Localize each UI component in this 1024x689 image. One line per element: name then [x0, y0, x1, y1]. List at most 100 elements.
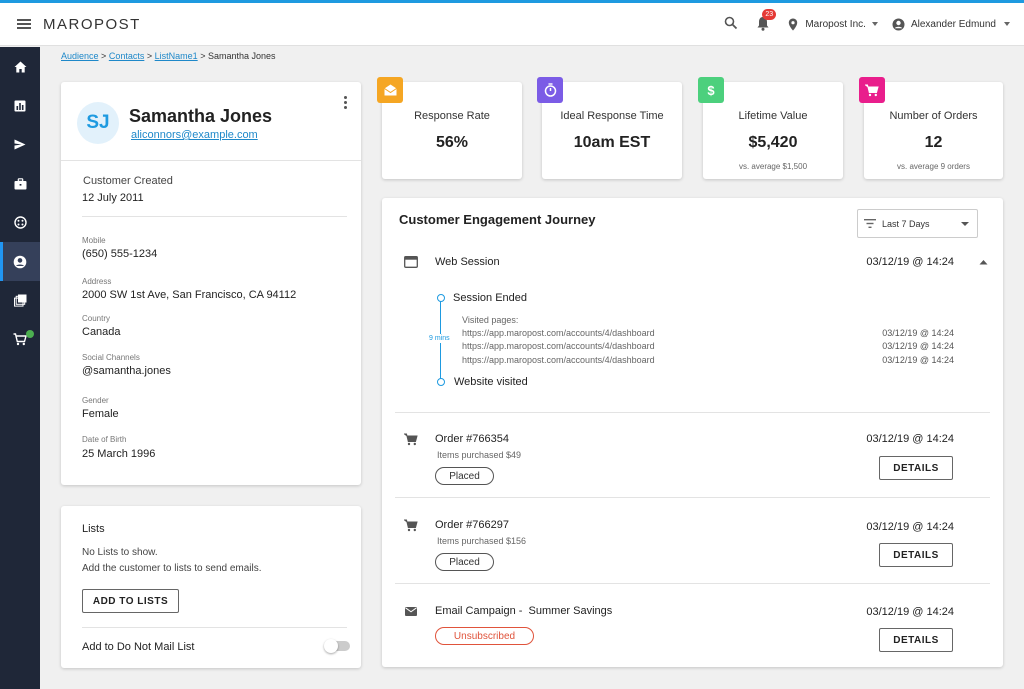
dollar-icon: $: [698, 77, 724, 103]
order-status-badge: Placed: [435, 467, 494, 485]
lists-empty-text: No Lists to show.: [82, 547, 158, 558]
email-icon: [405, 607, 417, 616]
kpi-label: Lifetime Value: [738, 110, 808, 122]
email-campaign-date: 03/12/19 @ 14:24: [866, 606, 954, 618]
contacts-icon: [13, 255, 27, 268]
customer-email-link[interactable]: aliconnors@example.com: [131, 129, 258, 141]
breadcrumb-audience[interactable]: Audience: [61, 51, 99, 61]
engagement-journey-card: Customer Engagement Journey Last 7 Days …: [382, 198, 1003, 667]
segments-icon: [13, 216, 27, 229]
field-value: Female: [82, 408, 119, 420]
breadcrumb: Audience > Contacts > ListName1 > Samant…: [61, 51, 276, 61]
top-accent-stripe: [0, 0, 1024, 3]
field-label: Country: [82, 314, 111, 323]
kpi-card-number-of-orders: Number of Orders 12 vs. average 9 orders: [859, 77, 1003, 179]
web-session-date: 03/12/19 @ 14:24: [866, 256, 954, 268]
visited-page-url: https://app.maropost.com/accounts/4/dash…: [462, 328, 655, 338]
kpi-label: Number of Orders: [889, 110, 978, 122]
cart-icon: [404, 519, 418, 532]
divider: [395, 412, 990, 413]
order-items-purchased: Items purchased $49: [437, 450, 522, 460]
lists-card: Lists No Lists to show. Add the customer…: [61, 506, 361, 668]
email-campaign-label: Email Campaign - Summer Savings: [435, 605, 613, 617]
breadcrumb-contacts[interactable]: Contacts: [108, 51, 145, 61]
chevron-down-icon: [961, 221, 969, 226]
menu-icon[interactable]: [17, 19, 31, 29]
lists-hint-text: Add the customer to lists to send emails…: [82, 563, 262, 574]
field-label: Date of Birth: [82, 435, 127, 444]
visited-page-date: 03/12/19 @ 14:24: [882, 355, 954, 365]
customer-name: Samantha Jones: [129, 106, 273, 126]
web-session-label: Web Session: [435, 256, 500, 268]
cart-icon: [859, 77, 885, 103]
more-options-icon[interactable]: [344, 96, 347, 109]
journey-title: Customer Engagement Journey: [399, 212, 596, 227]
notification-badge: 23: [762, 9, 777, 20]
collapse-chevron-icon[interactable]: [979, 259, 988, 265]
add-to-lists-button[interactable]: ADD TO LISTS: [82, 589, 179, 613]
sidebar: [0, 47, 40, 689]
nav-segments[interactable]: [0, 203, 40, 242]
mail-open-icon: [377, 77, 403, 103]
website-visited-label: Website visited: [454, 376, 528, 388]
content-icon: [13, 294, 26, 307]
order-details-button[interactable]: DETAILS: [879, 456, 953, 480]
divider: [61, 160, 361, 161]
analytics-icon: [14, 100, 26, 111]
notification-bell-icon[interactable]: 23: [756, 9, 777, 32]
session-ended-label: Session Ended: [453, 292, 527, 304]
kpi-label: Ideal Response Time: [560, 110, 664, 122]
nav-home[interactable]: [0, 47, 40, 86]
visited-pages-label: Visited pages:: [462, 315, 519, 325]
divider: [82, 627, 347, 628]
breadcrumb-separator: >: [146, 51, 153, 61]
date-range-filter[interactable]: Last 7 Days: [857, 209, 978, 238]
order-label: Order #766297: [435, 519, 509, 531]
lists-title: Lists: [82, 523, 105, 535]
org-selector[interactable]: Maropost Inc.: [788, 18, 878, 31]
field-label: Address: [82, 277, 112, 286]
kpi-value: 12: [924, 134, 943, 151]
visited-page-date: 03/12/19 @ 14:24: [882, 328, 954, 338]
cart-icon: [404, 433, 418, 446]
breadcrumb-list[interactable]: ListName1: [154, 51, 198, 61]
divider: [395, 583, 990, 584]
timeline-node: [436, 378, 445, 386]
visited-page-date: 03/12/19 @ 14:24: [882, 341, 954, 351]
do-not-mail-label: Add to Do Not Mail List: [82, 641, 195, 653]
do-not-mail-toggle[interactable]: [324, 639, 350, 653]
search-icon[interactable]: [724, 16, 740, 32]
kpi-card-lifetime-value: $ Lifetime Value $5,420 vs. average $1,5…: [698, 77, 843, 179]
field-value: (650) 555-1234: [82, 248, 158, 260]
send-icon: [14, 139, 26, 150]
filter-icon: [864, 219, 876, 228]
nav-contacts[interactable]: [0, 242, 40, 281]
nav-cart[interactable]: [0, 320, 40, 359]
location-pin-icon: [789, 18, 798, 30]
field-label: Mobile: [82, 236, 106, 245]
kpi-card-response-rate: Response Rate 56%: [377, 77, 522, 179]
field-label: Social Channels: [82, 353, 140, 362]
user-menu[interactable]: Alexander Edmund: [892, 18, 1010, 31]
browser-window-icon: [404, 256, 418, 268]
order-details-button[interactable]: DETAILS: [879, 543, 953, 567]
order-date: 03/12/19 @ 14:24: [866, 521, 954, 533]
user-name: Alexander Edmund: [910, 18, 996, 30]
nav-briefcase[interactable]: [0, 164, 40, 203]
kpi-value: 56%: [435, 134, 469, 151]
breadcrumb-separator: >: [200, 51, 206, 61]
top-bar: MAROPOST 23 Maropost Inc. Alexander Edmu…: [0, 3, 1024, 46]
nav-analytics[interactable]: [0, 86, 40, 125]
email-details-button[interactable]: DETAILS: [879, 628, 953, 652]
nav-send[interactable]: [0, 125, 40, 164]
kpi-value: 10am EST: [573, 134, 651, 151]
timeline-node: [436, 294, 445, 302]
cart-status-dot: [26, 330, 34, 338]
visited-page-url: https://app.maropost.com/accounts/4/dash…: [462, 355, 655, 365]
breadcrumb-separator: >: [101, 51, 107, 61]
chevron-down-icon: [871, 22, 878, 26]
customer-created-label: Customer Created: [83, 175, 173, 187]
chevron-down-icon: [1004, 22, 1010, 26]
nav-content[interactable]: [0, 281, 40, 320]
session-duration: 9 mins: [429, 334, 450, 343]
